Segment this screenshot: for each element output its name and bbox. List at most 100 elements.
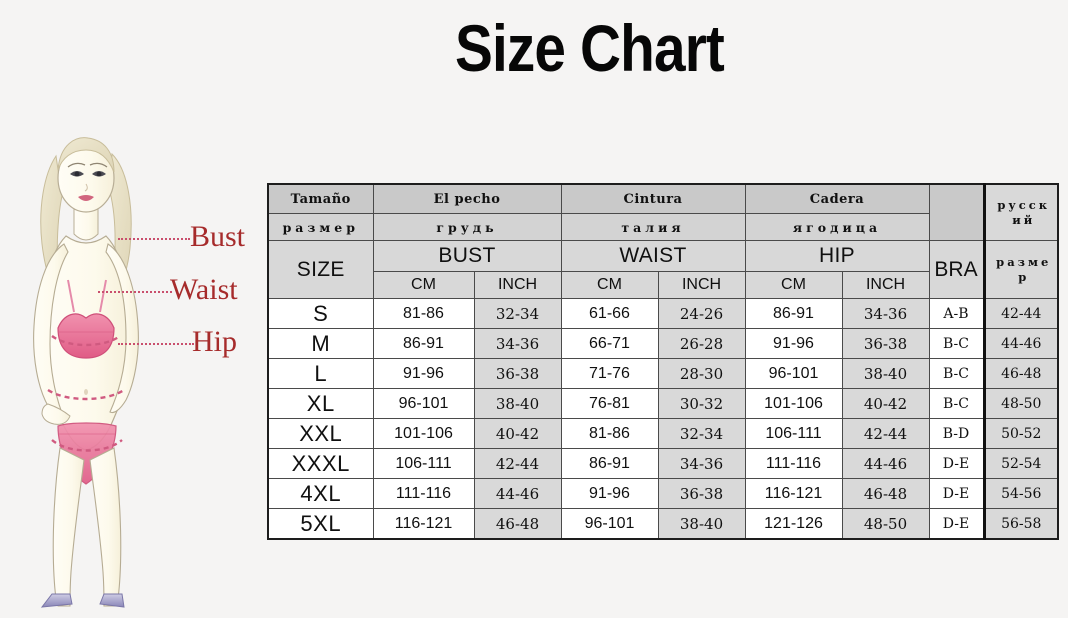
cell-waist-cm: 76-81 bbox=[560, 388, 659, 419]
header-row-russian: размер грудь талия ягодица bbox=[267, 213, 1058, 241]
cell-bra: B-C bbox=[928, 388, 985, 419]
cell-waist-cm: 66-71 bbox=[560, 328, 659, 359]
table-row: L 91-96 36-38 71-76 28-30 96-101 38-40 B… bbox=[267, 358, 1059, 389]
cell-ru: 46-48 bbox=[982, 358, 1059, 389]
header-unit-hip-cm: CM bbox=[744, 271, 843, 299]
cell-hip-inch: 42-44 bbox=[841, 418, 930, 449]
cell-hip-cm: 101-106 bbox=[744, 388, 843, 419]
cell-waist-inch: 24-26 bbox=[657, 298, 746, 329]
cell-bra: B-C bbox=[928, 358, 985, 389]
cell-waist-cm: 61-66 bbox=[560, 298, 659, 329]
cell-bra: B-D bbox=[928, 418, 985, 449]
size-chart-table-wrapper: Tamaño El pecho Cintura Cadera русск ий … bbox=[267, 183, 1059, 540]
header-ru-size-line2: р bbox=[1018, 269, 1030, 284]
label-hip: Hip bbox=[192, 325, 237, 358]
cell-size: S bbox=[267, 298, 374, 329]
waist-leader-line bbox=[98, 291, 172, 293]
header-unit-hip-inch: INCH bbox=[841, 271, 930, 299]
cell-waist-cm: 86-91 bbox=[560, 448, 659, 479]
cell-bust-inch: 46-48 bbox=[473, 508, 562, 540]
header-grud: грудь bbox=[372, 213, 562, 241]
cell-bra: A-B bbox=[928, 298, 985, 329]
cell-size: XL bbox=[267, 388, 374, 419]
cell-hip-inch: 38-40 bbox=[841, 358, 930, 389]
cell-bra: D-E bbox=[928, 448, 985, 479]
cell-bust-inch: 36-38 bbox=[473, 358, 562, 389]
cell-hip-inch: 46-48 bbox=[841, 478, 930, 509]
table-row: 4XL 111-116 44-46 91-96 36-38 116-121 46… bbox=[267, 478, 1059, 509]
cell-hip-cm: 116-121 bbox=[744, 478, 843, 509]
header-russkiy: русск ий bbox=[982, 183, 1059, 241]
cell-bust-cm: 116-121 bbox=[372, 508, 475, 540]
female-body-measurement-figure bbox=[8, 104, 198, 610]
cell-bust-cm: 96-101 bbox=[372, 388, 475, 419]
cell-hip-inch: 44-46 bbox=[841, 448, 930, 479]
cell-hip-cm: 121-126 bbox=[744, 508, 843, 540]
header-razmer: размер bbox=[267, 213, 374, 241]
cell-waist-inch: 38-40 bbox=[657, 508, 746, 540]
cell-size: 4XL bbox=[267, 478, 374, 509]
cell-size: L bbox=[267, 358, 374, 389]
table-row: XXXL 106-111 42-44 86-91 34-36 111-116 4… bbox=[267, 448, 1059, 479]
cell-ru: 56-58 bbox=[982, 508, 1059, 540]
label-waist: Waist bbox=[170, 273, 238, 306]
cell-bra: B-C bbox=[928, 328, 985, 359]
cell-bust-inch: 42-44 bbox=[473, 448, 562, 479]
cell-size: 5XL bbox=[267, 508, 374, 540]
cell-bust-inch: 38-40 bbox=[473, 388, 562, 419]
cell-size: M bbox=[267, 328, 374, 359]
cell-size: XXXL bbox=[267, 448, 374, 479]
table-row: M 86-91 34-36 66-71 26-28 91-96 36-38 B-… bbox=[267, 328, 1059, 359]
cell-bust-inch: 34-36 bbox=[473, 328, 562, 359]
header-row-groups: SIZE BUST WAIST HIP BRA разме р bbox=[267, 240, 1059, 299]
cell-waist-cm: 91-96 bbox=[560, 478, 659, 509]
cell-ru: 52-54 bbox=[982, 448, 1059, 479]
cell-hip-cm: 96-101 bbox=[744, 358, 843, 389]
cell-waist-cm: 71-76 bbox=[560, 358, 659, 389]
table-row: S 81-86 32-34 61-66 24-26 86-91 34-36 A-… bbox=[267, 298, 1059, 329]
cell-bust-inch: 40-42 bbox=[473, 418, 562, 449]
cell-bust-cm: 91-96 bbox=[372, 358, 475, 389]
cell-bust-inch: 44-46 bbox=[473, 478, 562, 509]
header-row-units: CM INCH CM INCH CM INCH bbox=[268, 271, 1058, 299]
cell-waist-cm: 96-101 bbox=[560, 508, 659, 540]
cell-size: XXL bbox=[267, 418, 374, 449]
header-tamano: Tamaño bbox=[267, 183, 374, 214]
header-unit-bust-inch: INCH bbox=[473, 271, 562, 299]
table-row: 5XL 116-121 46-48 96-101 38-40 121-126 4… bbox=[267, 508, 1059, 540]
header-size: SIZE bbox=[267, 240, 374, 299]
cell-ru: 48-50 bbox=[982, 388, 1059, 419]
cell-waist-inch: 26-28 bbox=[657, 328, 746, 359]
header-unit-waist-inch: INCH bbox=[657, 271, 746, 299]
size-chart-table: Tamaño El pecho Cintura Cadera русск ий … bbox=[267, 183, 1059, 540]
header-unit-waist-cm: CM bbox=[560, 271, 659, 299]
cell-ru: 44-46 bbox=[982, 328, 1059, 359]
header-bust: BUST bbox=[372, 240, 562, 272]
cell-bra: D-E bbox=[928, 508, 985, 540]
cell-hip-cm: 86-91 bbox=[744, 298, 843, 329]
cell-bust-inch: 32-34 bbox=[473, 298, 562, 329]
hip-leader-line bbox=[118, 343, 194, 345]
cell-bust-cm: 86-91 bbox=[372, 328, 475, 359]
cell-hip-inch: 48-50 bbox=[841, 508, 930, 540]
table-row: XL 96-101 38-40 76-81 30-32 101-106 40-4… bbox=[267, 388, 1059, 419]
header-cintura: Cintura bbox=[560, 183, 746, 214]
cell-hip-inch: 40-42 bbox=[841, 388, 930, 419]
header-row-spanish: Tamaño El pecho Cintura Cadera русск ий bbox=[267, 183, 1059, 241]
header-russkiy-line2: ий bbox=[1012, 212, 1036, 227]
cell-waist-inch: 36-38 bbox=[657, 478, 746, 509]
header-waist: WAIST bbox=[560, 240, 746, 272]
cell-hip-inch: 36-38 bbox=[841, 328, 930, 359]
cell-bust-cm: 81-86 bbox=[372, 298, 475, 329]
cell-hip-cm: 91-96 bbox=[744, 328, 843, 359]
header-el-pecho: El pecho bbox=[372, 183, 562, 214]
header-ru-size-line1: разме bbox=[996, 255, 1052, 270]
header-ru-size: разме р bbox=[982, 240, 1059, 299]
header-taliya: талия bbox=[560, 213, 746, 241]
cell-hip-cm: 111-116 bbox=[744, 448, 843, 479]
cell-bust-cm: 111-116 bbox=[372, 478, 475, 509]
cell-ru: 50-52 bbox=[982, 418, 1059, 449]
cell-waist-inch: 28-30 bbox=[657, 358, 746, 389]
page-title: Size Chart bbox=[455, 11, 725, 85]
